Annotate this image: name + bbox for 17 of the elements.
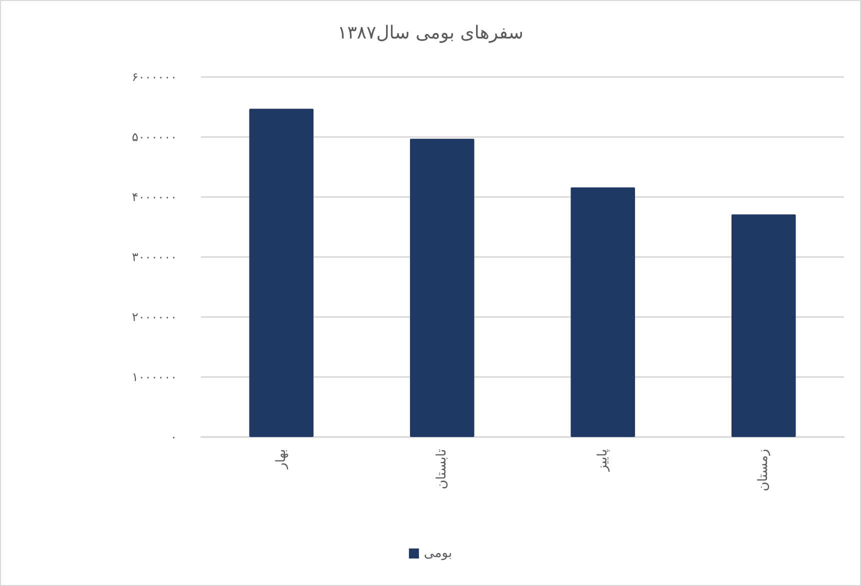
y-tick-label: ۳۰۰۰۰۰۰ (132, 250, 177, 264)
bar (410, 138, 474, 437)
y-tick-label: ۰ (170, 430, 177, 444)
x-tick-label: پاییز (595, 448, 610, 472)
y-tick-label: ۴۰۰۰۰۰۰ (132, 190, 177, 204)
x-tick-label: زمستان (756, 449, 772, 492)
x-tick-label: تابستان (434, 448, 450, 490)
bar (731, 214, 796, 437)
y-tick-label: ۱۰۰۰۰۰۰ (132, 370, 177, 384)
y-tick-label: ۶۰۰۰۰۰۰ (132, 70, 177, 84)
y-tick-label: ۲۰۰۰۰۰۰ (132, 310, 177, 324)
chart-title: سفرهای بومی سال۱۳۸۷ (338, 22, 524, 44)
bar (249, 108, 314, 437)
bar (570, 187, 636, 437)
legend-label: بومی (424, 546, 452, 561)
x-tick-label: بهار (274, 449, 289, 470)
y-tick-label: ۵۰۰۰۰۰۰ (132, 130, 177, 144)
